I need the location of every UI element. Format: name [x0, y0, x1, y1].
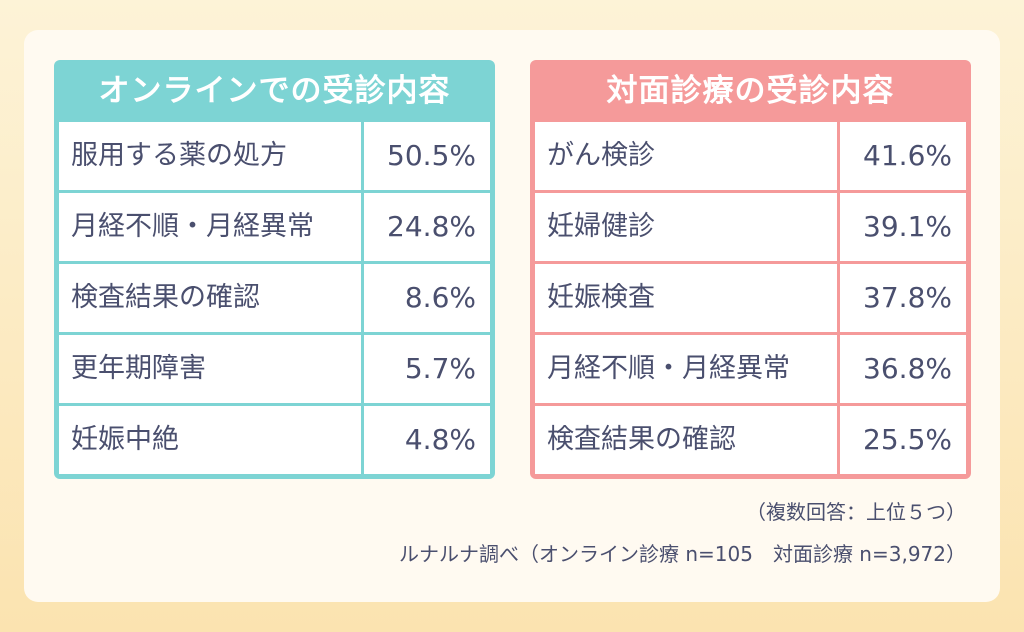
online-consultation-table: オンラインでの受診内容 服用する薬の処方 50.5% 月経不順・月経異常 24.… [54, 60, 495, 479]
table-row: 検査結果の確認 8.6% [59, 264, 490, 332]
percentage-value: 37.8% [863, 281, 952, 314]
percentage-value: 50.5% [387, 139, 476, 172]
table-row: 検査結果の確認 25.5% [535, 406, 966, 474]
table-row: 妊娠検査 37.8% [535, 264, 966, 332]
category-label: 妊婦健診 [535, 193, 840, 261]
category-label: 妊娠検査 [535, 264, 840, 332]
category-label: 服用する薬の処方 [59, 122, 364, 190]
category-label: 妊娠中絶 [59, 406, 364, 474]
online-table-title: オンラインでの受診内容 [98, 73, 451, 109]
category-label: 月経不順・月経異常 [59, 193, 364, 261]
table-row: 服用する薬の処方 50.5% [59, 122, 490, 190]
category-label: 月経不順・月経異常 [535, 335, 840, 403]
percentage-value: 25.5% [863, 423, 952, 456]
percentage-value: 5.7% [404, 352, 476, 385]
table-row: 月経不順・月経異常 24.8% [59, 193, 490, 261]
content-card: オンラインでの受診内容 服用する薬の処方 50.5% 月経不順・月経異常 24.… [24, 30, 1000, 602]
in-person-consultation-table: 対面診療の受診内容 がん検診 41.6% 妊婦健診 39.1% 妊娠検査 37.… [530, 60, 971, 479]
in-person-table-rows: がん検診 41.6% 妊婦健診 39.1% 妊娠検査 37.8% 月経不順・月経… [530, 122, 971, 479]
percentage-value: 24.8% [387, 210, 476, 243]
category-label: 検査結果の確認 [59, 264, 364, 332]
table-row: 更年期障害 5.7% [59, 335, 490, 403]
percentage-value: 8.6% [404, 281, 476, 314]
percentage-value: 41.6% [863, 139, 952, 172]
percentage-value: 36.8% [863, 352, 952, 385]
category-label: 検査結果の確認 [535, 406, 840, 474]
online-table-rows: 服用する薬の処方 50.5% 月経不順・月経異常 24.8% 検査結果の確認 8… [54, 122, 495, 479]
category-label: 更年期障害 [59, 335, 364, 403]
percentage-value: 4.8% [404, 423, 476, 456]
table-row: 月経不順・月経異常 36.8% [535, 335, 966, 403]
table-row: がん検診 41.6% [535, 122, 966, 190]
table-row: 妊娠中絶 4.8% [59, 406, 490, 474]
source-note: ルナルナ調べ（オンライン診療 n=105 対面診療 n=3,972） [398, 542, 966, 566]
multiple-answer-note: （複数回答：上位５つ） [746, 500, 966, 524]
category-label: がん検診 [535, 122, 840, 190]
in-person-table-title: 対面診療の受診内容 [606, 73, 895, 109]
table-row: 妊婦健診 39.1% [535, 193, 966, 261]
percentage-value: 39.1% [863, 210, 952, 243]
